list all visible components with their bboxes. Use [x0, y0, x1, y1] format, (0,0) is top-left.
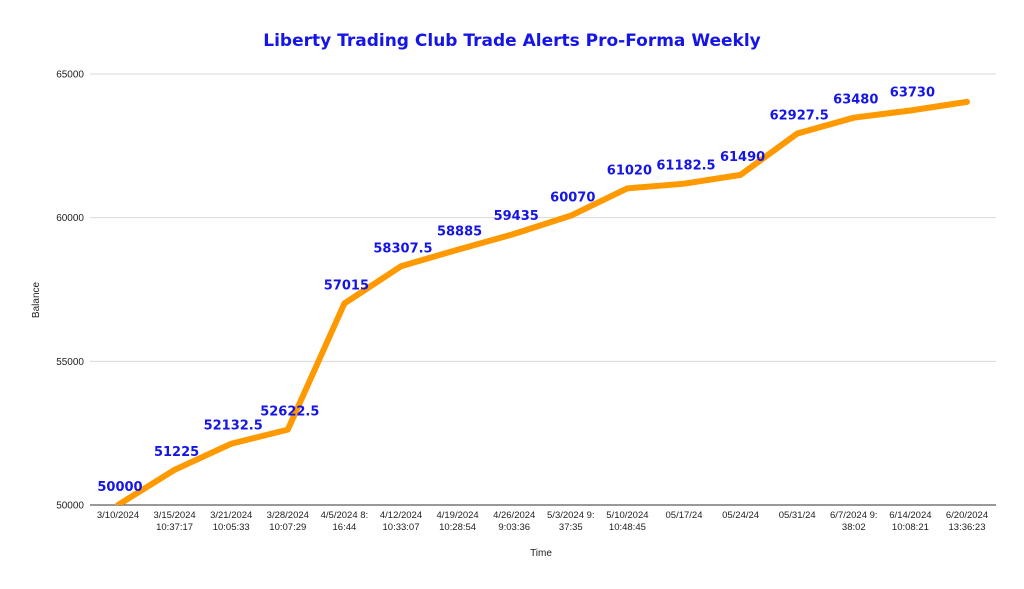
y-tick-label: 55000	[56, 357, 84, 368]
data-label: 51225	[154, 445, 199, 460]
chart-title: Liberty Trading Club Trade Alerts Pro-Fo…	[263, 31, 760, 51]
series-line	[115, 98, 970, 505]
x-tick-label: 5/10/2024 10:48:45	[606, 510, 648, 533]
data-label: 58307.5	[373, 241, 432, 256]
x-tick-label: 6/7/2024 9: 38:02	[830, 510, 878, 533]
data-label: 58885	[437, 225, 482, 240]
x-tick-label: 05/17/24	[666, 510, 703, 521]
data-label: 50000	[97, 480, 142, 495]
y-tick-label: 50000	[56, 501, 84, 512]
data-label: 63730	[890, 85, 935, 100]
x-tick-label: 4/5/2024 8: 16:44	[321, 510, 369, 533]
data-label: 61182.5	[656, 159, 715, 174]
data-label: 62927.5	[770, 109, 829, 124]
x-tick-label: 05/24/24	[722, 510, 759, 521]
data-label: 60070	[550, 191, 595, 206]
x-tick-label: 3/15/2024 10:37:17	[153, 510, 195, 533]
x-tick-label: 3/28/2024 10:07:29	[267, 510, 309, 533]
data-label: 59435	[494, 209, 539, 224]
data-label: 52132.5	[204, 419, 263, 434]
data-label: 52622.5	[260, 405, 319, 420]
y-axis: 50000 55000 60000 65000	[56, 70, 84, 512]
data-label: 61020	[607, 163, 652, 178]
x-tick-label: 6/20/2024 13:36:23	[946, 510, 988, 533]
data-label: 61490	[720, 150, 765, 165]
x-tick-label: 4/19/2024 10:28:54	[436, 510, 478, 533]
x-tick-label: 4/12/2024 10:33:07	[380, 510, 422, 533]
data-label: 57015	[324, 278, 369, 293]
x-axis: 3/10/2024 3/15/2024 10:37:17 3/21/2024 10:05…	[97, 510, 988, 533]
x-tick-label: 3/10/2024	[97, 510, 139, 521]
x-tick-label: 4/26/2024 9:03:36	[493, 510, 535, 533]
x-axis-label: Time	[530, 548, 552, 559]
y-tick-label: 60000	[56, 213, 84, 224]
x-tick-label: 3/21/2024 10:05:33	[210, 510, 252, 533]
y-tick-label: 65000	[56, 70, 84, 81]
data-label: 63480	[833, 93, 878, 108]
x-tick-label: 5/3/2024 9: 37:35	[547, 510, 595, 533]
x-tick-label: 05/31/24	[779, 510, 816, 521]
x-tick-label: 6/14/2024 10:08:21	[889, 510, 931, 533]
series-layer	[115, 98, 970, 505]
grid	[90, 73, 996, 506]
y-axis-label: Balance	[31, 281, 42, 318]
